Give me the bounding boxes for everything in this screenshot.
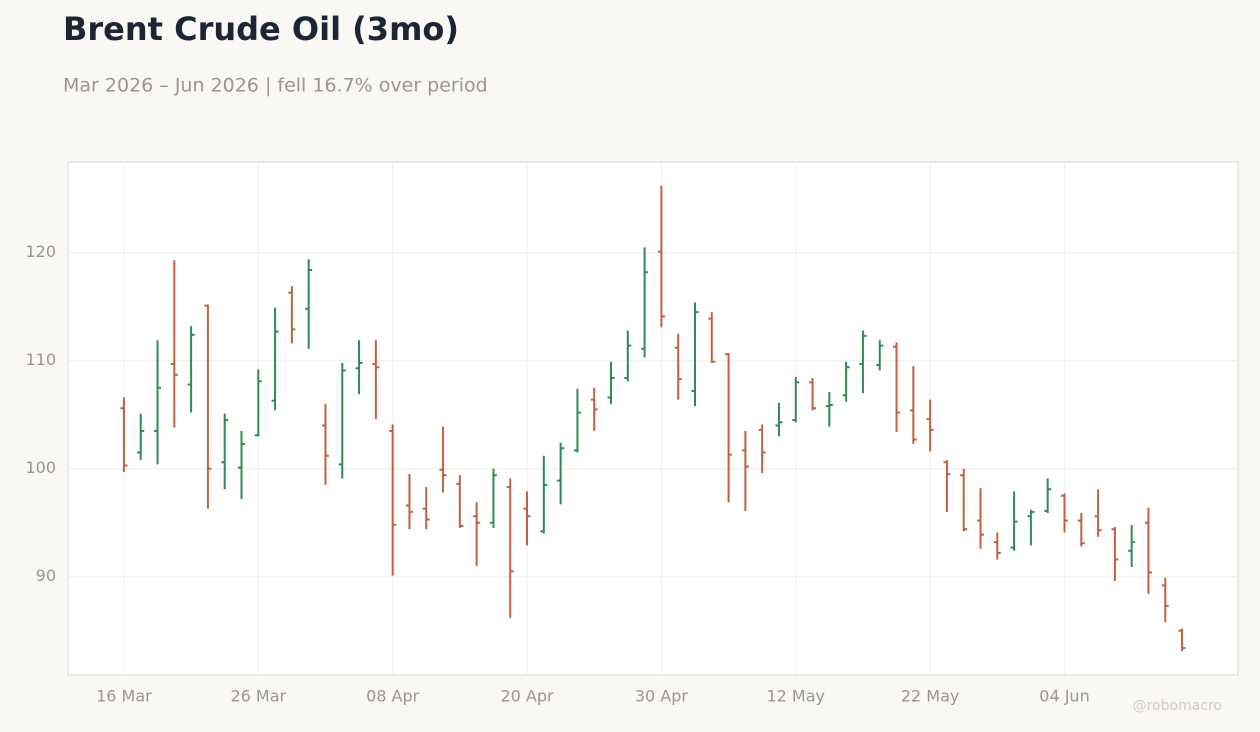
x-tick-label: 16 Mar [96,687,152,706]
x-tick-label: 26 Mar [230,687,286,706]
x-tick-label: 22 May [901,687,960,706]
plot-area [67,161,1239,676]
x-tick-label: 04 Jun [1039,687,1089,706]
chart-subtitle: Mar 2026 – Jun 2026 | fell 16.7% over pe… [63,75,488,97]
x-tick-label: 20 Apr [500,687,554,706]
x-tick-label: 12 May [766,687,825,706]
y-tick-label: 110 [25,350,56,369]
watermark: @robomacro [1133,698,1222,714]
x-tick-label: 08 Apr [366,687,420,706]
x-tick-label: 30 Apr [635,687,689,706]
y-tick-label: 120 [25,242,56,261]
y-tick-label: 100 [25,458,56,477]
chart-title: Brent Crude Oil (3mo) [63,10,459,48]
y-tick-label: 90 [36,566,56,585]
